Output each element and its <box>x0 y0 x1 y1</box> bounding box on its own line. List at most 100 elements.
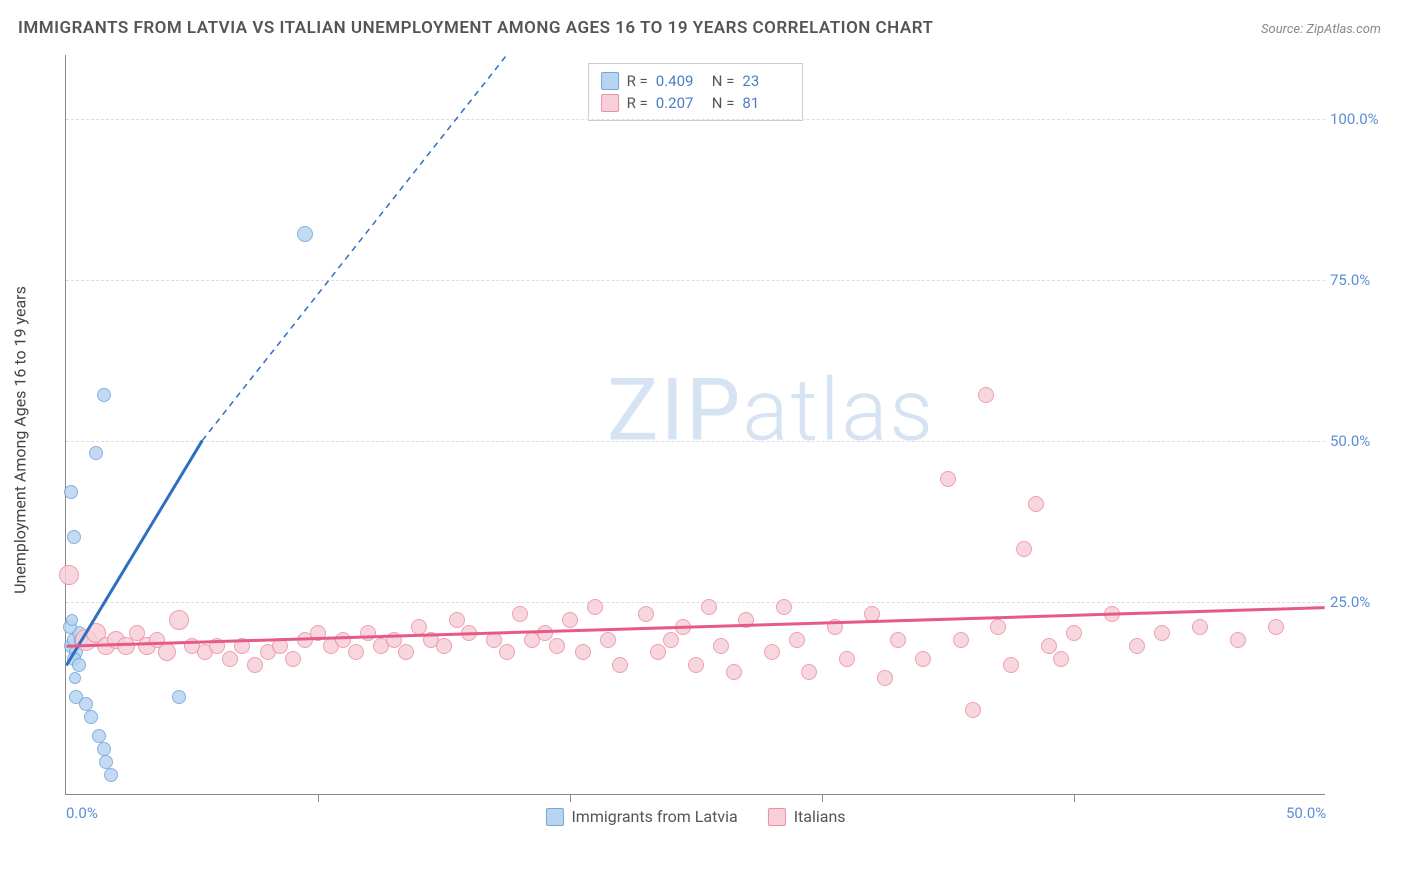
italian-point <box>1053 651 1069 667</box>
legend-swatch <box>768 808 786 826</box>
latvia-point <box>297 226 313 242</box>
x-tick <box>1074 794 1075 802</box>
latvia-point <box>64 485 78 499</box>
legend-item: Italians <box>768 807 846 826</box>
italian-point <box>461 625 477 641</box>
italian-point <box>776 599 792 615</box>
italian-point <box>272 638 288 654</box>
italian-point <box>890 632 906 648</box>
italian-point <box>411 619 427 635</box>
x-tick <box>822 794 823 802</box>
italian-point <box>59 565 79 585</box>
y-tick-label: 50.0% <box>1330 432 1390 450</box>
italian-point <box>675 619 691 635</box>
italian-point <box>486 632 502 648</box>
italian-point <box>310 625 326 641</box>
latvia-point <box>97 742 111 756</box>
italian-point <box>638 606 654 622</box>
italian-point <box>158 643 176 661</box>
x-tick <box>570 794 571 802</box>
italian-point <box>663 632 679 648</box>
italian-point <box>1041 638 1057 654</box>
chart-container: Unemployment Among Ages 16 to 19 years Z… <box>65 55 1385 825</box>
italian-point <box>827 619 843 635</box>
italian-point <box>335 632 351 648</box>
stat-label: R = <box>627 72 648 90</box>
italian-point <box>1192 619 1208 635</box>
x-tick <box>318 794 319 802</box>
source-attribution: Source: ZipAtlas.com <box>1261 22 1381 37</box>
legend-label: Italians <box>794 807 846 826</box>
italian-point <box>169 610 189 630</box>
italian-point <box>701 599 717 615</box>
latvia-point <box>72 658 86 672</box>
italian-point <box>398 644 414 660</box>
italian-point <box>1129 638 1145 654</box>
italian-point <box>512 606 528 622</box>
italian-point <box>1154 625 1170 641</box>
series-legend: Immigrants from Latvia Italians <box>545 807 845 826</box>
x-tick-label: 0.0% <box>66 804 98 822</box>
latvia-point <box>89 446 103 460</box>
stat-value: 0.207 <box>656 94 704 112</box>
grid-line <box>66 119 1325 120</box>
stat-value: 23 <box>742 72 790 90</box>
italian-point <box>990 619 1006 635</box>
stat-label: N = <box>712 94 735 112</box>
stats-legend-row: R = 0.409 N = 23 <box>601 70 791 92</box>
latvia-point <box>69 672 81 684</box>
watermark: ZIPatlas <box>607 359 935 460</box>
italian-point <box>1066 625 1082 641</box>
legend-swatch <box>601 94 619 112</box>
italian-point <box>940 471 956 487</box>
latvia-point <box>172 690 186 704</box>
italian-point <box>499 644 515 660</box>
y-tick-label: 25.0% <box>1330 593 1390 611</box>
italian-point <box>247 657 263 673</box>
italian-point <box>575 644 591 660</box>
x-tick-label: 50.0% <box>1286 804 1326 822</box>
trend-overlay <box>66 55 1325 794</box>
italian-point <box>587 599 603 615</box>
italian-point <box>612 657 628 673</box>
italian-point <box>965 702 981 718</box>
latvia-point <box>84 710 98 724</box>
italian-point <box>386 632 402 648</box>
y-axis-label: Unemployment Among Ages 16 to 19 years <box>11 286 30 594</box>
stats-legend: R = 0.409 N = 23 R = 0.207 N = 81 <box>588 63 804 121</box>
italian-point <box>1003 657 1019 673</box>
latvia-point <box>104 768 118 782</box>
watermark-thin: atlas <box>742 359 935 460</box>
latvia-point <box>66 614 78 626</box>
stats-legend-row: R = 0.207 N = 81 <box>601 92 791 114</box>
italian-point <box>839 651 855 667</box>
latvia-point <box>67 530 81 544</box>
italian-point <box>1104 606 1120 622</box>
y-tick-label: 75.0% <box>1330 271 1390 289</box>
legend-swatch <box>601 72 619 90</box>
legend-item: Immigrants from Latvia <box>545 807 737 826</box>
italian-point <box>688 657 704 673</box>
grid-line <box>66 602 1325 603</box>
italian-point <box>1268 619 1284 635</box>
italian-point <box>348 644 364 660</box>
legend-swatch <box>545 808 563 826</box>
italian-point <box>1028 496 1044 512</box>
stat-value: 81 <box>742 94 790 112</box>
legend-label: Immigrants from Latvia <box>571 807 737 826</box>
grid-line <box>66 441 1325 442</box>
italian-point <box>360 625 376 641</box>
italian-point <box>953 632 969 648</box>
italian-point <box>600 632 616 648</box>
italian-point <box>713 638 729 654</box>
italian-point <box>764 644 780 660</box>
italian-point <box>549 638 565 654</box>
stat-value: 0.409 <box>656 72 704 90</box>
italian-point <box>726 664 742 680</box>
stat-label: N = <box>712 72 735 90</box>
italian-point <box>436 638 452 654</box>
watermark-bold: ZIP <box>607 359 742 460</box>
latvia-point <box>97 388 111 402</box>
italian-point <box>209 638 225 654</box>
italian-point <box>222 651 238 667</box>
